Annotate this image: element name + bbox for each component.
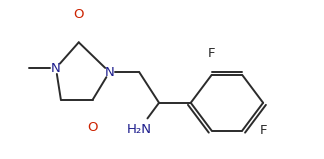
Text: F: F [259,124,267,137]
Text: H₂N: H₂N [127,123,152,136]
Text: N: N [51,62,61,75]
Text: O: O [74,8,84,21]
Text: O: O [87,121,98,134]
Text: F: F [208,47,215,60]
Text: N: N [105,66,114,79]
